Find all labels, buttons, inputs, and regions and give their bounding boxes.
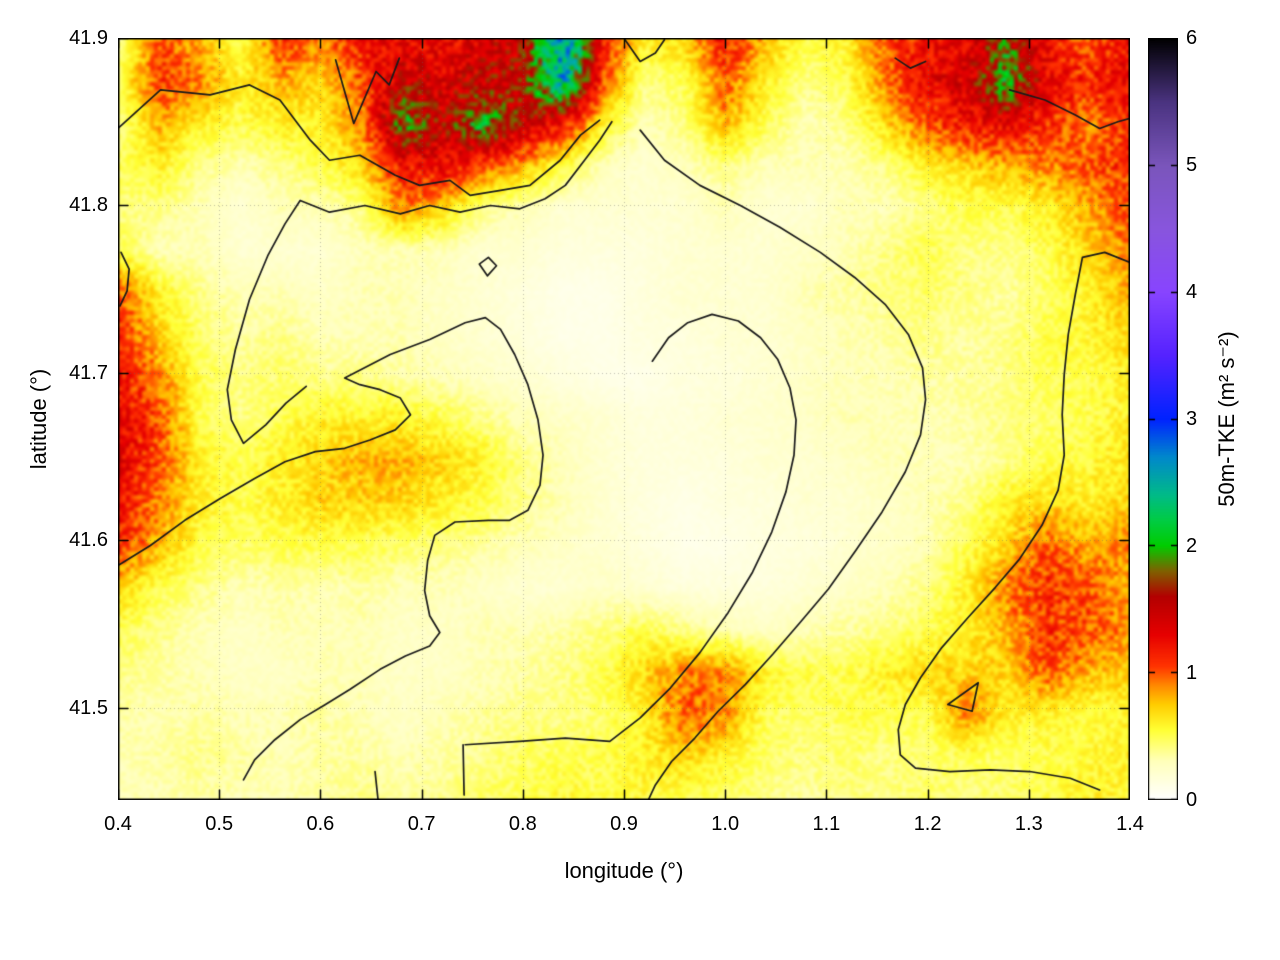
x-tick-label: 1.2 (913, 813, 942, 835)
y-tick-label: 41.5 (69, 696, 108, 719)
x-tick-label: 0.4 (104, 813, 132, 835)
x-tick-label: 0.8 (508, 813, 537, 835)
x-tick-label: 1.1 (812, 813, 841, 835)
x-tick-label: 0.9 (610, 813, 638, 835)
heatmap-plot (118, 38, 1130, 800)
y-tick-label: 41.6 (69, 529, 108, 552)
x-tick-label: 1.0 (711, 813, 740, 835)
cb-tick-label: 1 (1186, 662, 1198, 684)
cb-tick-label: 6 (1186, 27, 1198, 49)
x-tick-label: 1.4 (1116, 813, 1144, 835)
cb-tick-label: 0 (1186, 789, 1198, 811)
cb-tick-label: 5 (1186, 154, 1198, 176)
y-tick-label: 41.7 (69, 361, 108, 384)
y-tick-label: 41.9 (69, 27, 108, 49)
x-tick-label: 0.7 (407, 813, 436, 835)
colorbar-label: 50m-TKE (m² s⁻²) (1214, 331, 1239, 507)
y-axis-label: latitude (°) (26, 368, 51, 470)
colorbar-gradient (1148, 38, 1178, 800)
x-tick-label: 0.6 (306, 813, 335, 835)
x-tick-label: 1.3 (1014, 813, 1043, 835)
x-tick-label: 0.5 (205, 813, 234, 835)
x-axis-label: longitude (°) (564, 858, 684, 883)
y-tick-label: 41.8 (69, 194, 108, 217)
